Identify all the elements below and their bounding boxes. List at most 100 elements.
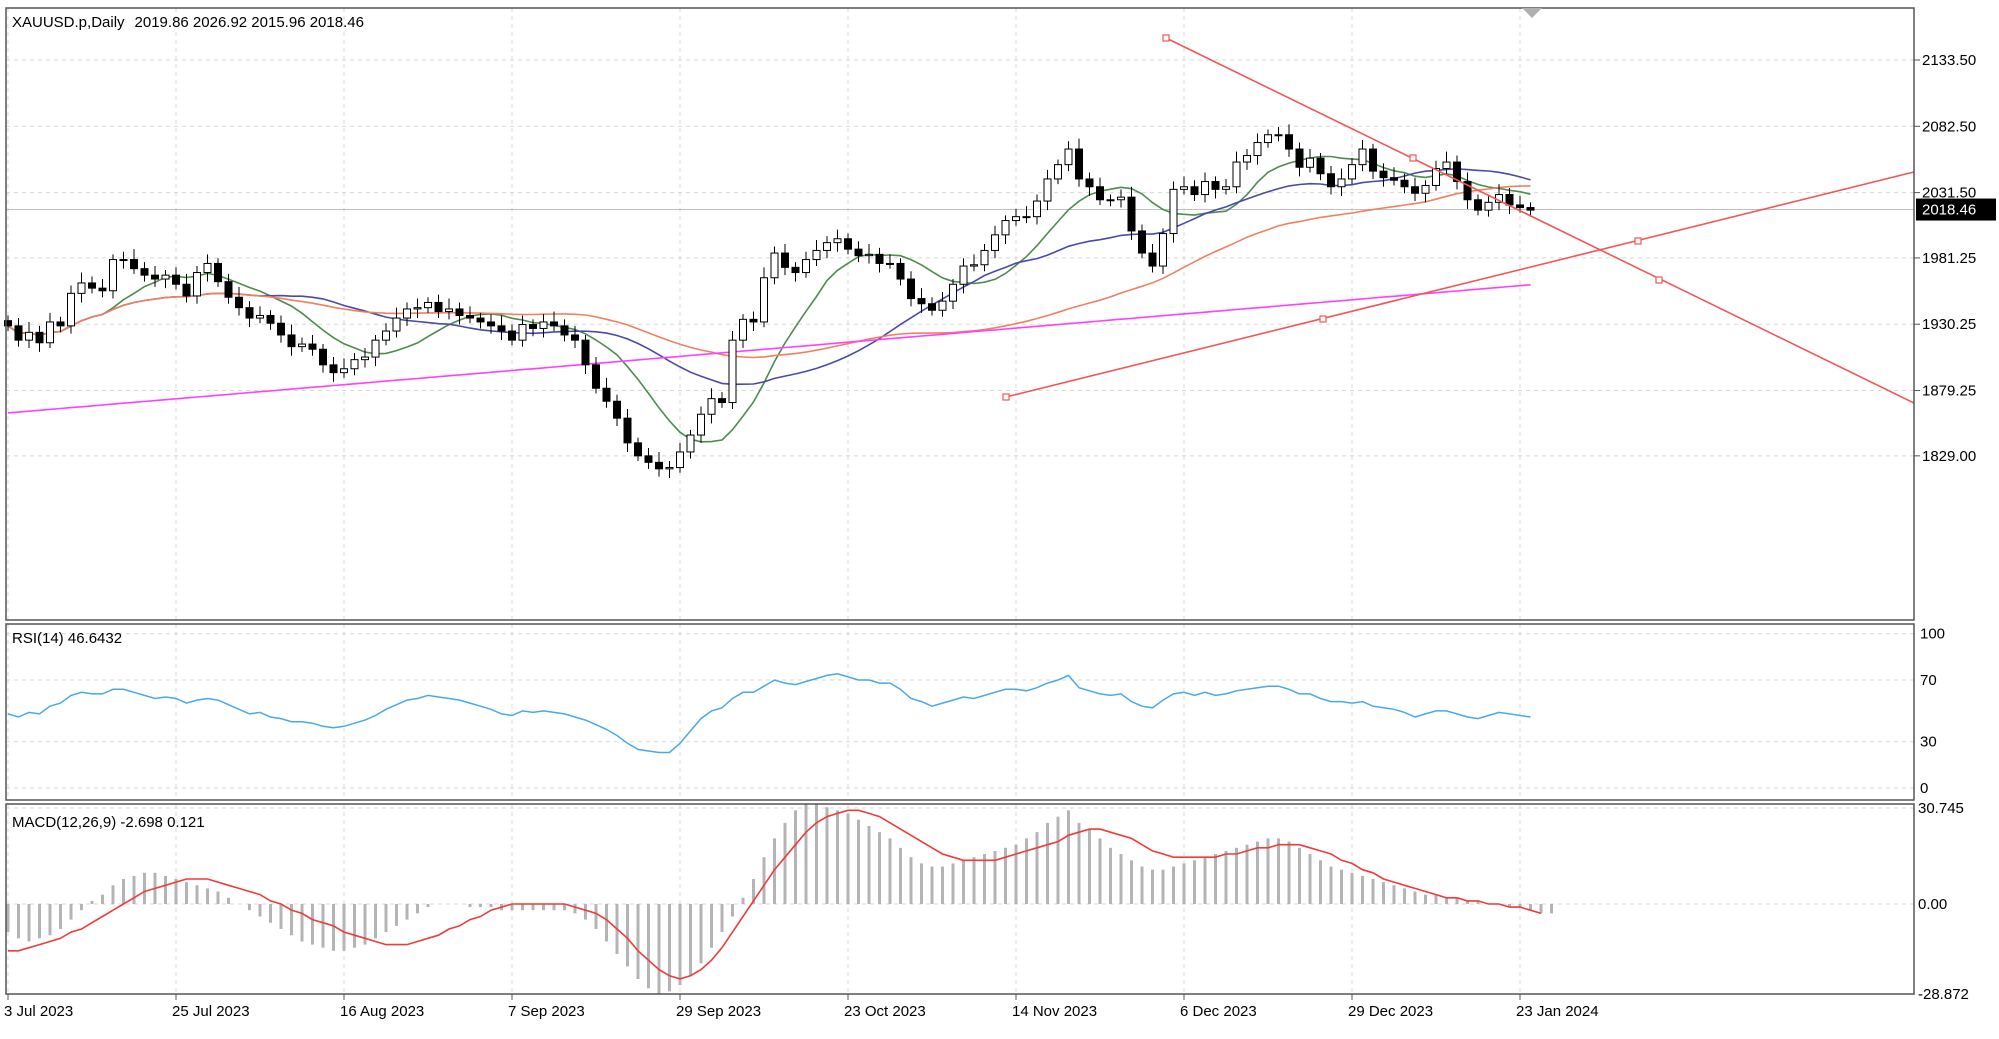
candle[interactable] <box>581 334 590 374</box>
candle[interactable] <box>214 258 222 287</box>
candle[interactable] <box>277 315 285 343</box>
candle[interactable] <box>361 347 369 368</box>
candle[interactable] <box>518 315 527 347</box>
trendline-anchor-handle[interactable] <box>1319 315 1327 323</box>
candle[interactable] <box>340 358 348 378</box>
trendline-anchor-handle[interactable] <box>1409 154 1417 162</box>
candle[interactable] <box>560 319 569 342</box>
candle[interactable] <box>1379 163 1388 187</box>
candle[interactable] <box>728 331 737 410</box>
candle[interactable] <box>455 302 464 325</box>
candle[interactable] <box>749 311 758 332</box>
candle[interactable] <box>760 267 768 328</box>
candle[interactable] <box>14 318 23 347</box>
candle[interactable] <box>119 251 128 269</box>
candle[interactable] <box>1012 208 1020 226</box>
candle[interactable] <box>865 243 873 264</box>
candle[interactable] <box>466 306 474 324</box>
candle[interactable] <box>938 292 947 317</box>
candle[interactable] <box>676 442 684 473</box>
candle[interactable] <box>697 406 705 443</box>
candle[interactable] <box>1400 173 1409 194</box>
candle[interactable] <box>1075 138 1083 187</box>
candle[interactable] <box>529 319 537 337</box>
candle[interactable] <box>917 288 926 313</box>
candle[interactable] <box>56 316 65 333</box>
candle[interactable] <box>140 262 149 282</box>
descending-trendline[interactable] <box>1165 37 1915 404</box>
candle[interactable] <box>623 409 632 452</box>
candle[interactable] <box>224 273 233 304</box>
candle[interactable] <box>1348 158 1356 185</box>
candle[interactable] <box>1369 143 1377 179</box>
candle[interactable] <box>413 298 422 319</box>
candle[interactable] <box>319 344 327 373</box>
candle[interactable] <box>497 315 506 341</box>
candle[interactable] <box>896 258 905 286</box>
candle[interactable] <box>875 247 884 273</box>
candle[interactable] <box>1169 181 1178 243</box>
macd-pane[interactable]: MACD(12,26,9) -2.698 0.121 <box>6 804 1553 995</box>
candle[interactable] <box>476 312 485 329</box>
candle[interactable] <box>844 233 852 255</box>
candle[interactable] <box>35 325 44 352</box>
candle[interactable] <box>1064 141 1073 172</box>
candle[interactable] <box>508 324 516 346</box>
candle[interactable] <box>382 323 390 346</box>
candle[interactable] <box>718 392 726 408</box>
candle[interactable] <box>1211 176 1220 199</box>
candle[interactable] <box>1127 186 1136 241</box>
candle[interactable] <box>655 451 663 477</box>
candle[interactable] <box>1117 189 1125 208</box>
candle[interactable] <box>256 306 264 324</box>
candle[interactable] <box>77 272 86 303</box>
candle[interactable] <box>1274 126 1283 142</box>
candle[interactable] <box>1222 178 1230 195</box>
candle[interactable] <box>235 286 243 316</box>
candle[interactable] <box>182 273 191 303</box>
candle[interactable] <box>403 302 411 326</box>
candle[interactable] <box>1358 139 1367 172</box>
candle[interactable] <box>802 251 810 278</box>
candle[interactable] <box>1148 243 1157 273</box>
candle[interactable] <box>980 243 989 272</box>
trendline-anchor-handle[interactable] <box>1634 237 1642 245</box>
candle[interactable] <box>329 357 338 382</box>
candle[interactable] <box>886 254 894 269</box>
candle[interactable] <box>434 294 443 319</box>
chart-shift-marker-icon[interactable] <box>1522 8 1542 18</box>
candle[interactable] <box>770 246 779 285</box>
candle[interactable] <box>4 315 12 332</box>
candle[interactable] <box>1421 180 1430 203</box>
candle[interactable] <box>539 314 548 338</box>
candle[interactable] <box>781 243 789 276</box>
candle[interactable] <box>46 312 54 348</box>
candle[interactable] <box>1033 194 1041 225</box>
candle[interactable] <box>203 254 212 282</box>
candle[interactable] <box>1264 129 1272 148</box>
candle[interactable] <box>1190 180 1199 202</box>
candle[interactable] <box>959 258 968 294</box>
candle[interactable] <box>907 271 915 307</box>
candle[interactable] <box>1001 215 1010 244</box>
candle[interactable] <box>172 267 180 290</box>
candle[interactable] <box>88 276 96 294</box>
candle[interactable] <box>1337 168 1346 196</box>
candle[interactable] <box>1295 142 1304 177</box>
candle[interactable] <box>1432 160 1440 191</box>
candle[interactable] <box>634 437 642 462</box>
candle[interactable] <box>109 254 117 299</box>
candle[interactable] <box>602 377 611 408</box>
candle[interactable] <box>665 461 674 478</box>
candle[interactable] <box>1253 133 1262 165</box>
candle[interactable] <box>571 325 579 348</box>
candle[interactable] <box>266 310 275 330</box>
candle[interactable] <box>25 321 33 348</box>
candle[interactable] <box>928 297 936 316</box>
candle[interactable] <box>1453 155 1461 190</box>
candle[interactable] <box>445 298 453 320</box>
candle[interactable] <box>1232 151 1241 194</box>
candle[interactable] <box>161 269 170 289</box>
